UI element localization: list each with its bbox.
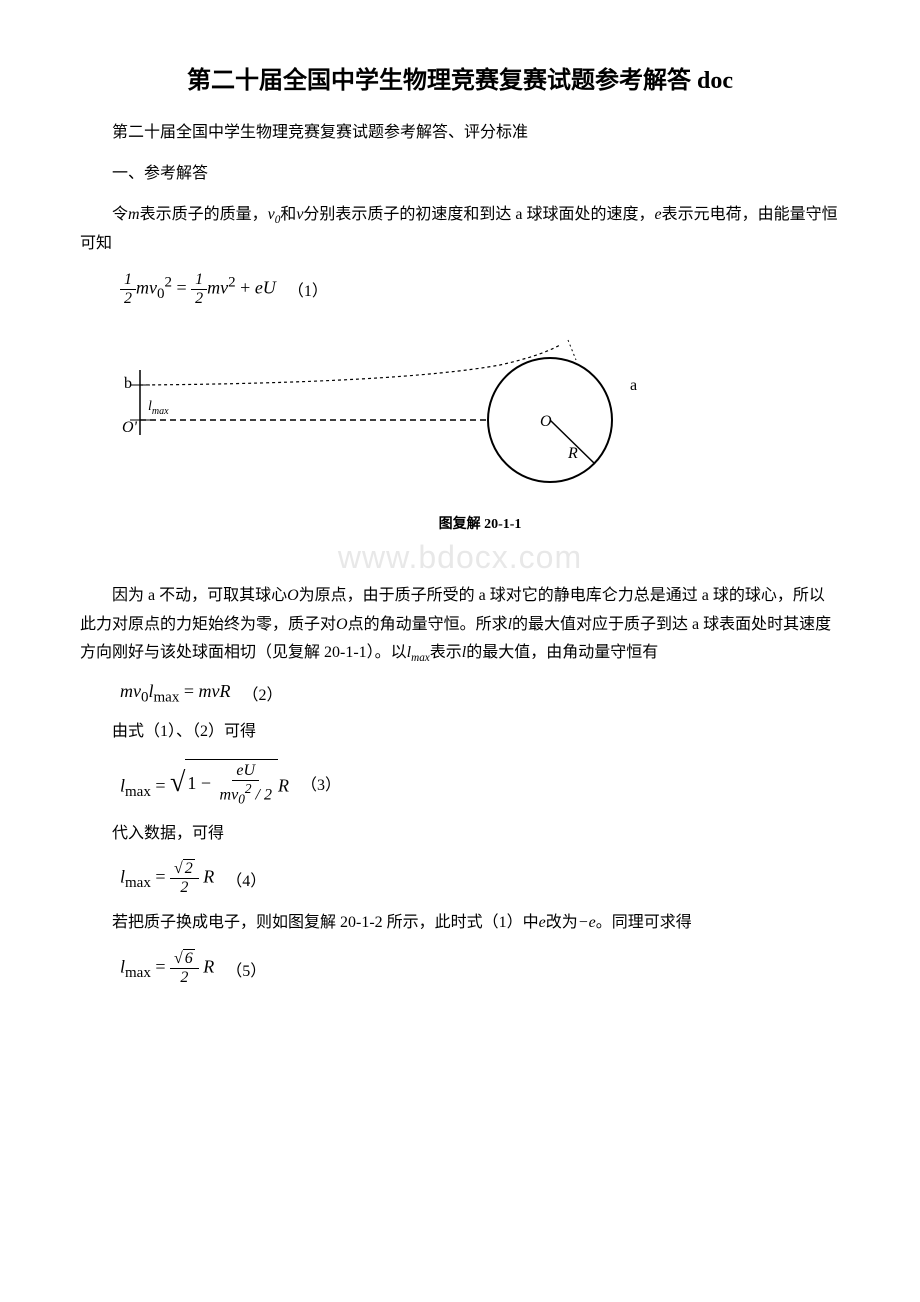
label-O: O: [540, 413, 552, 430]
paragraph-4: 代入数据，可得: [80, 820, 840, 849]
sub: 0: [141, 689, 149, 705]
diagram-1: b lmax O' O R a 图复解 20-1-1: [120, 320, 840, 533]
eq-sign: =: [151, 775, 170, 795]
text: 改为: [546, 914, 578, 931]
var-e: e: [539, 914, 546, 931]
paragraph-3: 由式（1）、（2）可得: [80, 718, 840, 747]
eq-sign: =: [151, 867, 170, 887]
paragraph-5: 若把质子换成电子，则如图复解 20-1-2 所示，此时式（1）中e改为−e。同理…: [80, 909, 840, 938]
div: / 2: [252, 786, 272, 803]
sub: max: [125, 784, 151, 800]
var-O: O: [287, 587, 299, 604]
term: eU: [255, 277, 276, 297]
equation-label: （4）: [226, 867, 266, 891]
equation-1: 1 2 mv02 = 1 2 mv2 + eU （1）: [120, 271, 840, 308]
sup: 2: [165, 274, 173, 290]
term: mv: [220, 786, 239, 803]
frac-den: 2: [191, 290, 207, 308]
sub: max: [125, 965, 151, 981]
sqrt-val: 6: [183, 949, 195, 967]
var-v0: v: [268, 206, 275, 223]
sqrt-inner: 1 −: [187, 773, 215, 793]
frac-den: 2: [176, 969, 192, 987]
text: 表示: [430, 644, 462, 661]
watermark: www.bdocx.com: [80, 539, 840, 576]
eq-sign: =: [179, 681, 198, 701]
text: 令: [112, 206, 128, 223]
equation-label: （3）: [301, 771, 341, 795]
text: 点的角动量守恒。所求: [348, 616, 508, 633]
frac-num: 1: [191, 271, 207, 290]
section-heading: 一、参考解答: [80, 160, 840, 189]
sup: 2: [228, 274, 236, 290]
frac-den: 2: [120, 290, 136, 308]
equation-3: lmax = √1 − eUmv02 / 2R （3）: [120, 759, 840, 808]
term: mv: [207, 277, 228, 297]
label-R: R: [567, 445, 578, 462]
text: 若把质子换成电子，则如图复解 20-1-2 所示，此时式（1）中: [112, 914, 539, 931]
equation-label: （1）: [288, 277, 328, 301]
sub: max: [125, 876, 151, 892]
eq-sign: =: [172, 277, 191, 297]
paragraph-1: 令m表示质子的质量，v0和v分别表示质子的初速度和到达 a 球球面处的速度，e表…: [80, 201, 840, 259]
term: R: [199, 867, 215, 887]
text: 的最大值，由角动量守恒有: [466, 644, 658, 661]
term: mv: [120, 681, 141, 701]
label-b: b: [124, 375, 132, 392]
document-title: 第二十届全国中学生物理竞赛复赛试题参考解答 doc: [80, 60, 840, 95]
var-neg-e: −e: [578, 914, 596, 931]
frac-den: 2: [176, 879, 192, 897]
sup: 2: [245, 781, 252, 796]
sqrt-val: 2: [183, 859, 195, 877]
text: 分别表示质子的初速度和到达 a 球球面处的速度，: [303, 206, 654, 223]
subtitle: 第二十届全国中学生物理竞赛复赛试题参考解答、评分标准: [80, 119, 840, 148]
frac-num: eU: [232, 762, 259, 781]
paragraph-2: 因为 a 不动，可取其球心O为原点，由于质子所受的 a 球对它的静电库仑力总是通…: [80, 582, 840, 669]
label-lmax-sub: max: [152, 406, 169, 417]
term: R: [199, 957, 215, 977]
text: 因为 a 不动，可取其球心: [112, 587, 287, 604]
physics-diagram-svg: b lmax O' O R a: [120, 320, 680, 500]
frac-num: 1: [120, 271, 136, 290]
eq-sign: =: [151, 957, 170, 977]
label-a: a: [630, 377, 637, 394]
term: mvR: [199, 681, 231, 701]
equation-label: （5）: [226, 957, 266, 981]
text: 。同理可求得: [596, 914, 692, 931]
var-lmax-sub: max: [411, 653, 430, 665]
var-e: e: [655, 206, 662, 223]
svg-text:lmax: lmax: [148, 399, 169, 417]
equation-2: mv0lmax = mvR （2）: [120, 681, 840, 707]
var-m: m: [128, 206, 140, 223]
equation-5: lmax = √62 R （5）: [120, 950, 840, 987]
sub: 0: [157, 286, 165, 302]
label-O-prime: O': [122, 419, 138, 436]
term: mv: [136, 277, 157, 297]
equation-4: lmax = √22 R （4）: [120, 860, 840, 897]
equation-label: （2）: [242, 681, 282, 705]
sub: 0: [238, 792, 245, 807]
plus: +: [236, 277, 255, 297]
text: 表示质子的质量，: [140, 206, 268, 223]
diagram-caption: 图复解 20-1-1: [120, 513, 840, 533]
term: R: [278, 775, 289, 795]
var-O: O: [336, 616, 348, 633]
sub: max: [154, 689, 180, 705]
text: 和: [280, 206, 296, 223]
